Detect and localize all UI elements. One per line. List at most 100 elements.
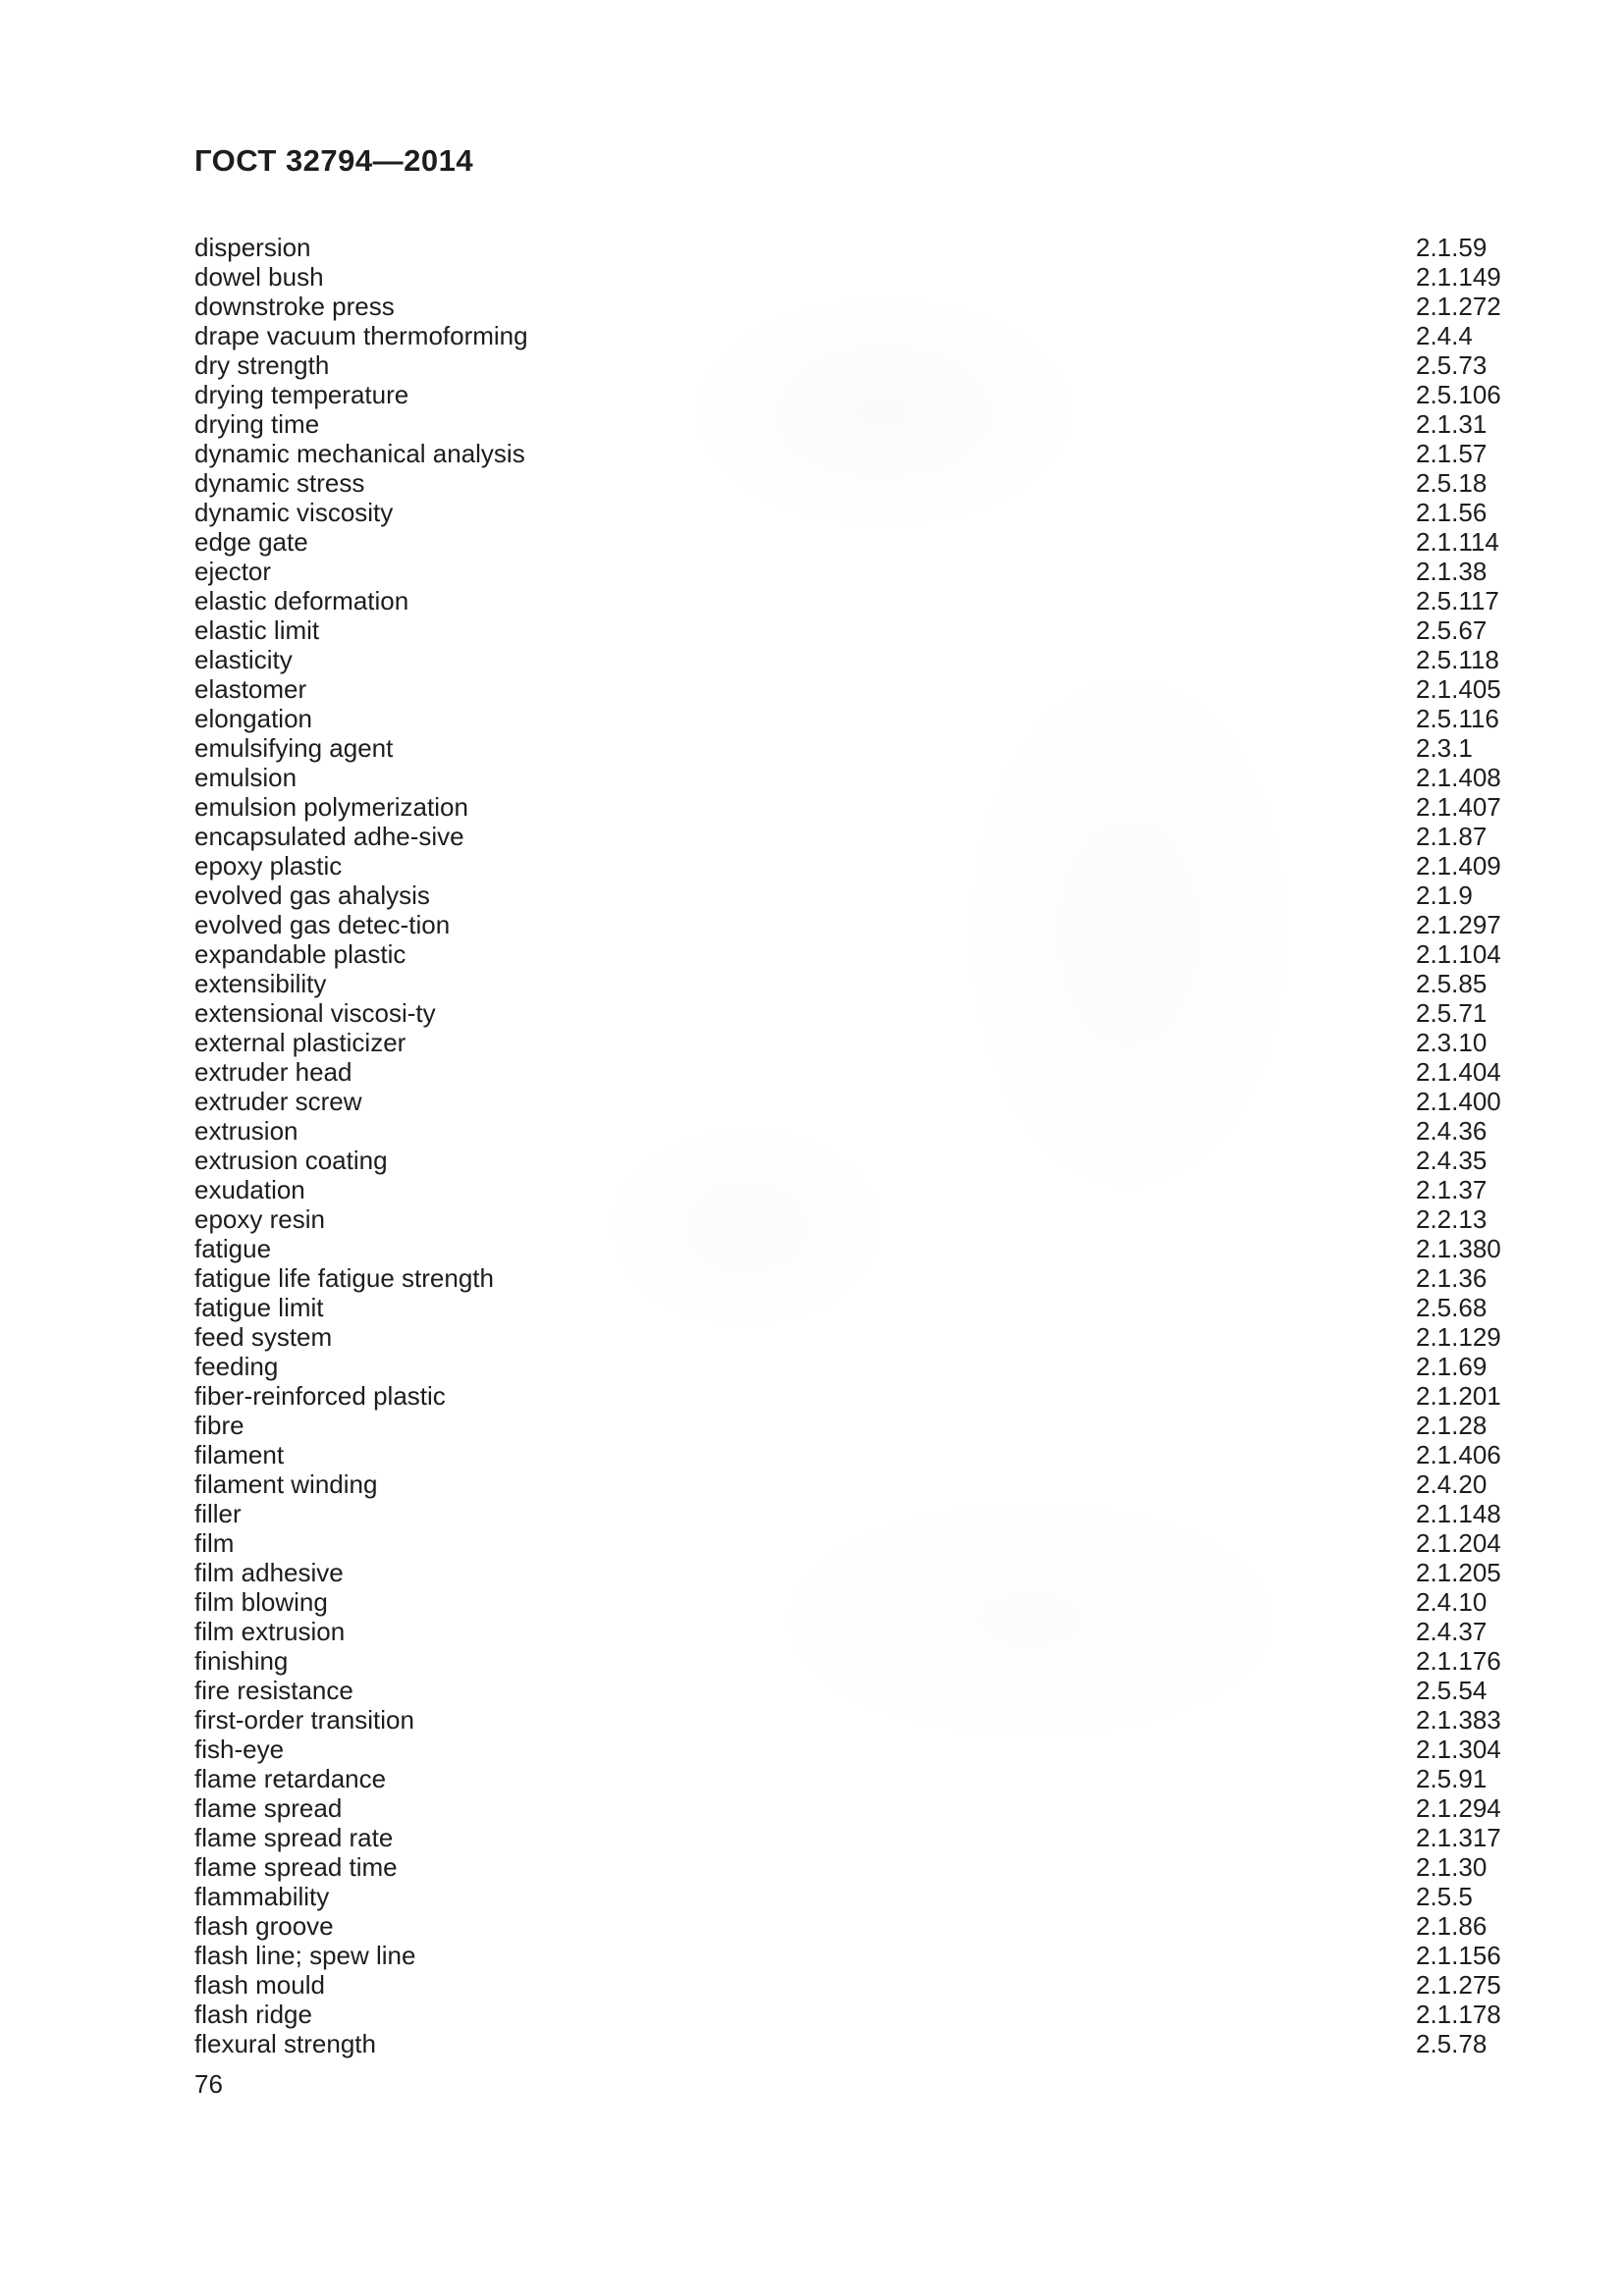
index-row: film extrusion 2.4.37 — [194, 1617, 1526, 1646]
index-clause-ref: 2.1.9 — [1416, 881, 1473, 910]
index-row: flexural strength 2.5.78 — [194, 2029, 1526, 2058]
index-row: drying time 2.1.31 — [194, 409, 1526, 439]
index-row: emulsion polymerization 2.1.407 — [194, 792, 1526, 822]
index-term: emulsifying agent — [194, 733, 394, 763]
index-row: elastomer 2.1.405 — [194, 674, 1526, 704]
index-row: dowel bush 2.1.149 — [194, 262, 1526, 292]
index-row: flame retardance 2.5.91 — [194, 1764, 1526, 1793]
index-row: elastic deformation 2.5.117 — [194, 586, 1526, 615]
index-term: exudation — [194, 1175, 305, 1204]
index-clause-ref: 2.1.407 — [1416, 792, 1501, 822]
index-row: epoxy resin 2.2.13 — [194, 1204, 1526, 1234]
index-term: fiber-reinforced plastic — [194, 1381, 446, 1411]
index-term: elastic deformation — [194, 586, 409, 615]
index-row: extruder head 2.1.404 — [194, 1057, 1526, 1087]
index-row: flammability 2.5.5 — [194, 1882, 1526, 1911]
index-row: fibre 2.1.28 — [194, 1411, 1526, 1440]
index-clause-ref: 2.1.37 — [1416, 1175, 1488, 1204]
index-row: fatigue life fatigue strength 2.1.36 — [194, 1263, 1526, 1293]
index-row: evolved gas ahalysis 2.1.9 — [194, 881, 1526, 910]
index-term: extensional viscosi-ty — [194, 998, 436, 1028]
index-term: drape vacuum thermoforming — [194, 321, 528, 350]
index-row: emulsifying agent 2.3.1 — [194, 733, 1526, 763]
index-row: film blowing 2.4.10 — [194, 1587, 1526, 1617]
index-clause-ref: 2.5.68 — [1416, 1293, 1488, 1322]
index-term: dynamic viscosity — [194, 498, 394, 527]
index-term: extensibility — [194, 969, 327, 998]
index-clause-ref: 2.5.71 — [1416, 998, 1488, 1028]
index-row: elongation 2.5.116 — [194, 704, 1526, 733]
index-row: fire resistance 2.5.54 — [194, 1676, 1526, 1705]
index-clause-ref: 2.1.272 — [1416, 292, 1501, 321]
index-row: encapsulated adhe-sive 2.1.87 — [194, 822, 1526, 851]
index-clause-ref: 2.1.149 — [1416, 262, 1501, 292]
index-term: filament winding — [194, 1469, 378, 1499]
index-row: feed system 2.1.129 — [194, 1322, 1526, 1352]
index-clause-ref: 2.1.304 — [1416, 1735, 1501, 1764]
index-row: dispersion 2.1.59 — [194, 233, 1526, 262]
index-clause-ref: 2.4.36 — [1416, 1116, 1488, 1146]
index-clause-ref: 2.5.67 — [1416, 615, 1488, 645]
index-term: drying time — [194, 409, 320, 439]
index-clause-ref: 2.1.36 — [1416, 1263, 1488, 1293]
index-clause-ref: 2.5.78 — [1416, 2029, 1488, 2058]
index-term: expandable plastic — [194, 939, 406, 969]
index-clause-ref: 2.4.37 — [1416, 1617, 1488, 1646]
index-clause-ref: 2.1.69 — [1416, 1352, 1488, 1381]
index-row: drying temperature 2.5.106 — [194, 380, 1526, 409]
index-row: flash ridge 2.1.178 — [194, 2000, 1526, 2029]
index-clause-ref: 2.5.73 — [1416, 350, 1488, 380]
index-term: film extrusion — [194, 1617, 346, 1646]
index-clause-ref: 2.1.38 — [1416, 557, 1488, 586]
index-term: extruder screw — [194, 1087, 362, 1116]
index-row: filament 2.1.406 — [194, 1440, 1526, 1469]
index-row: flame spread 2.1.294 — [194, 1793, 1526, 1823]
index-clause-ref: 2.5.91 — [1416, 1764, 1488, 1793]
index-term: dynamic stress — [194, 468, 365, 498]
index-clause-ref: 2.1.87 — [1416, 822, 1488, 851]
index-row: fish-eye 2.1.304 — [194, 1735, 1526, 1764]
index-term: extrusion — [194, 1116, 298, 1146]
index-term: flame spread time — [194, 1852, 398, 1882]
index-row: flash mould 2.1.275 — [194, 1970, 1526, 2000]
index-term: finishing — [194, 1646, 289, 1676]
index-term: film — [194, 1528, 235, 1558]
index-clause-ref: 2.1.129 — [1416, 1322, 1501, 1352]
index-term: flash ridge — [194, 2000, 312, 2029]
index-term: film blowing — [194, 1587, 328, 1617]
index-term: flammability — [194, 1882, 330, 1911]
index-term: drying temperature — [194, 380, 409, 409]
index-row: drape vacuum thermoforming 2.4.4 — [194, 321, 1526, 350]
index-clause-ref: 2.1.148 — [1416, 1499, 1501, 1528]
index-term: dry strength — [194, 350, 330, 380]
index-row: extensibility 2.5.85 — [194, 969, 1526, 998]
index-clause-ref: 2.1.380 — [1416, 1234, 1501, 1263]
index-clause-ref: 2.4.4 — [1416, 321, 1473, 350]
index-row: fiber-reinforced plastic 2.1.201 — [194, 1381, 1526, 1411]
index-row: extrusion coating 2.4.35 — [194, 1146, 1526, 1175]
page-number: 76 — [194, 2069, 223, 2099]
index-row: dry strength 2.5.73 — [194, 350, 1526, 380]
index-row: extruder screw 2.1.400 — [194, 1087, 1526, 1116]
index-term: downstroke press — [194, 292, 395, 321]
index-row: filler 2.1.148 — [194, 1499, 1526, 1528]
index-clause-ref: 2.5.18 — [1416, 468, 1488, 498]
index-term: ejector — [194, 557, 272, 586]
index-term: feed system — [194, 1322, 333, 1352]
index-term: flame spread — [194, 1793, 343, 1823]
index-term: filament — [194, 1440, 285, 1469]
index-clause-ref: 2.1.400 — [1416, 1087, 1501, 1116]
index-clause-ref: 2.1.176 — [1416, 1646, 1501, 1676]
index-term: fatigue life fatigue strength — [194, 1263, 494, 1293]
index-term: feeding — [194, 1352, 279, 1381]
index-clause-ref: 2.1.294 — [1416, 1793, 1501, 1823]
index-row: external plasticizer 2.3.10 — [194, 1028, 1526, 1057]
index-term: flash groove — [194, 1911, 334, 1941]
index-row: finishing 2.1.176 — [194, 1646, 1526, 1676]
index-term: flash mould — [194, 1970, 325, 2000]
index-row: flash line; spew line 2.1.156 — [194, 1941, 1526, 1970]
index-clause-ref: 2.3.10 — [1416, 1028, 1488, 1057]
index-row: elasticity 2.5.118 — [194, 645, 1526, 674]
index-clause-ref: 2.1.114 — [1416, 527, 1499, 557]
